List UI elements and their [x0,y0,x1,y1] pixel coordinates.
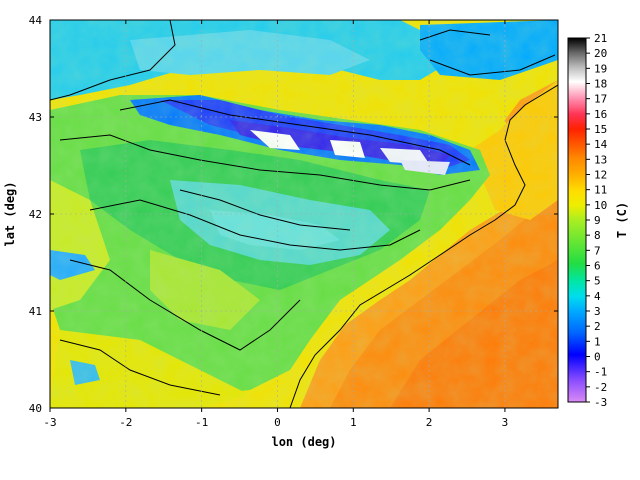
x-tick-label: 0 [274,416,281,429]
x-tick-label: -3 [43,416,56,429]
x-axis-label: lon (deg) [271,435,336,449]
colorbar-label: T (C) [615,202,629,238]
y-tick-label: 40 [29,402,42,415]
x-tick-label: 1 [350,416,357,429]
colorbar-tick-label: 18 [594,78,607,91]
colorbar-tick-label: 9 [594,214,601,227]
colorbar-tick-label: 13 [594,153,607,166]
colorbar-tick-label: 6 [594,260,601,273]
colorbar-tick-label: 16 [594,108,607,121]
y-axis: 40 41 42 43 44 [29,14,558,415]
colorbar-tick-label: 21 [594,32,607,45]
colorbar-tick-label: 12 [594,169,607,182]
colorbar-tick-label: 3 [594,305,601,318]
colorbar-tick-label: 20 [594,47,607,60]
colorbar-tick-label: 0 [594,351,601,364]
contour-lines [50,20,558,408]
x-tick-label: -2 [119,416,132,429]
colorbar-tick-label: 10 [594,199,607,212]
colorbar-tick-label: 8 [594,229,601,242]
colorbar [567,37,587,403]
colorbar-tick-label: 4 [594,290,601,303]
y-axis-label: lat (deg) [3,181,17,246]
heat-field [50,20,558,408]
y-tick-label: 41 [29,305,42,318]
colorbar-tick-label: -1 [594,366,607,379]
colorbar-tick-label: 1 [594,335,601,348]
y-tick-label: 43 [29,111,42,124]
colorbar-tick-label: -3 [594,396,607,409]
colorbar-tick-label: 7 [594,244,601,257]
x-tick-label: 3 [502,416,509,429]
y-tick-label: 44 [29,14,43,27]
colorbar-tick-label: 17 [594,93,607,106]
colorbar-tick-label: 15 [594,123,607,136]
colorbar-tick-label: 19 [594,62,607,75]
colorbar-tick-label: 11 [594,184,607,197]
x-axis: -3 -2 -1 0 1 2 3 [43,20,508,429]
colorbar-tick-label: -2 [594,381,607,394]
colorbar-tick-label: 2 [594,320,601,333]
y-tick-label: 42 [29,208,42,221]
x-tick-label: 2 [426,416,433,429]
x-tick-label: -1 [195,416,208,429]
colorbar-tick-label: 14 [594,138,608,151]
colorbar-tick-label: 5 [594,275,601,288]
